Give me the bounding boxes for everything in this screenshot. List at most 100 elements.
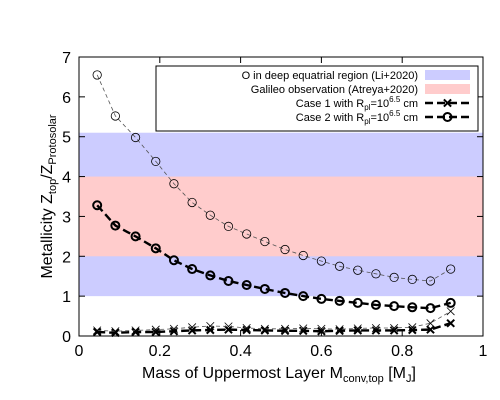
data-point [92, 70, 102, 80]
data-point [316, 293, 327, 304]
y-axis-label: Metallicity Ztop/ZProtosolar [39, 114, 59, 278]
cross-stroke [443, 98, 452, 108]
cross-stroke [224, 325, 233, 334]
data-point [92, 200, 103, 211]
series-line [97, 310, 451, 332]
data-point [280, 287, 291, 298]
cross-stroke [353, 326, 363, 335]
series-3 [92, 70, 456, 286]
cross-stroke [353, 324, 362, 333]
cross-stroke [371, 323, 381, 333]
data-point [260, 324, 269, 333]
legend: O in deep equatrial region (Li+2020) Gal… [155, 65, 479, 132]
data-point [223, 221, 234, 231]
legend-box [155, 65, 479, 132]
cross-stroke [407, 325, 417, 335]
series-line [96, 74, 451, 282]
data-point [130, 231, 141, 242]
data-point [110, 111, 120, 121]
plot-frame [78, 56, 484, 337]
legend-label-case1: Case 1 with Rpl=106.5 cm [296, 95, 418, 112]
data-point [169, 324, 179, 333]
data-point [205, 325, 215, 335]
data-point [150, 243, 161, 254]
cross-stroke [242, 323, 251, 333]
data-point [334, 261, 345, 271]
data-point [151, 156, 161, 167]
legend-label-case2: Case 2 with Rpl=106.5 cm [296, 109, 418, 126]
cross-stroke [280, 324, 290, 333]
data-point [111, 327, 120, 336]
data-point [260, 236, 270, 247]
series-layer [92, 70, 456, 338]
x-tick-label: 1 [479, 343, 488, 360]
data-point [389, 272, 399, 283]
data-point [93, 326, 102, 335]
data-point [131, 326, 140, 335]
y-tick-label: 0 [62, 329, 71, 346]
series-1 [93, 307, 455, 336]
cross-stroke [426, 325, 435, 334]
cross-stroke [111, 327, 120, 336]
data-point [334, 295, 345, 306]
data-point [353, 326, 363, 335]
y-tick-label: 2 [62, 249, 71, 266]
data-point [242, 229, 252, 239]
cross-stroke [446, 318, 455, 328]
data-point [445, 297, 456, 308]
y-tick-label: 1 [62, 289, 71, 306]
cross-stroke [188, 323, 197, 332]
cross-stroke [169, 324, 179, 333]
cross-stroke [206, 321, 215, 331]
cross-stroke [317, 324, 326, 333]
cross-stroke [335, 326, 344, 336]
cross-stroke [298, 326, 308, 336]
data-point [316, 256, 326, 266]
data-point [224, 325, 233, 334]
cross-stroke [187, 326, 197, 335]
background-bands [79, 132, 483, 297]
data-point [110, 220, 121, 231]
cross-stroke [131, 326, 140, 335]
data-point [299, 324, 308, 333]
data-point [205, 210, 215, 220]
data-point [352, 297, 363, 308]
data-point [353, 324, 362, 333]
cross-stroke [92, 327, 102, 337]
data-point [280, 244, 290, 255]
legend-sample-case2 [425, 112, 470, 122]
cross-stroke [426, 319, 435, 328]
y-tick-label: 6 [62, 90, 71, 107]
data-point [389, 301, 400, 312]
data-point [353, 265, 363, 275]
data-point [370, 299, 381, 310]
data-point [371, 323, 381, 333]
cross-stroke [260, 326, 270, 335]
data-point [425, 276, 436, 286]
data-point [187, 197, 197, 208]
data-point [169, 179, 179, 189]
cross-stroke [224, 322, 233, 331]
data-point [224, 322, 233, 331]
data-point [335, 325, 344, 334]
legend-label-li2020: O in deep equatrial region (Li+2020) [242, 70, 418, 82]
legend-marker [442, 112, 453, 122]
x-tick-label: 0.8 [391, 343, 413, 360]
data-point [259, 283, 270, 294]
data-point [223, 275, 234, 286]
cross-stroke [205, 325, 215, 335]
legend-label-atreya2020: Galileo observation (Atreya+2020) [251, 84, 418, 96]
data-point [205, 270, 216, 281]
data-point [407, 325, 417, 335]
cross-stroke [408, 323, 417, 332]
cross-stroke [242, 325, 251, 335]
cross-stroke [335, 325, 344, 334]
x-tick-label: 0.6 [310, 343, 332, 360]
cross-stroke [151, 325, 160, 334]
data-point [408, 323, 417, 332]
data-point [446, 318, 455, 328]
legend-sample-case1 [425, 98, 470, 108]
data-point [188, 323, 197, 332]
data-point [335, 326, 344, 336]
